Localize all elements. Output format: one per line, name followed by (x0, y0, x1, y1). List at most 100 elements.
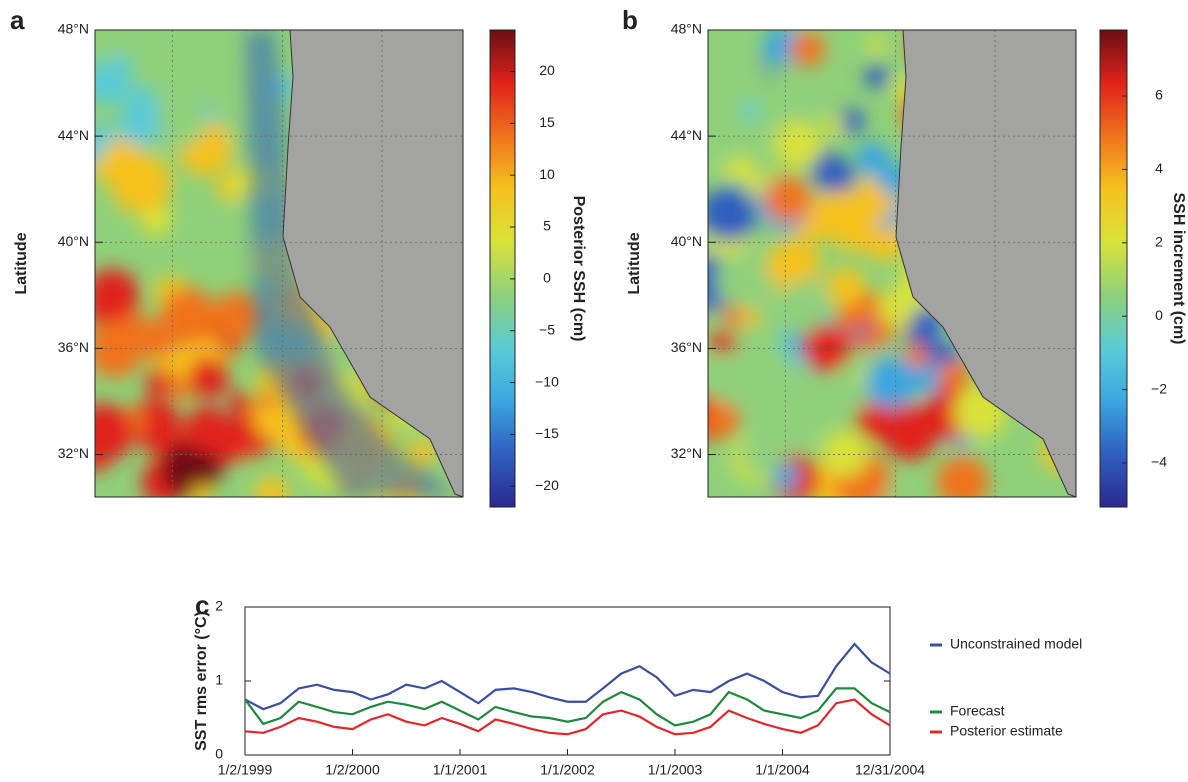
y-tick-label: 40°N (671, 233, 702, 249)
blob (823, 116, 844, 137)
blob (212, 291, 263, 342)
colorbar-tick-label: 5 (543, 218, 551, 234)
blob (740, 101, 760, 120)
y-axis-label: Latitude (626, 232, 643, 294)
blob (837, 299, 870, 332)
colorbar-tick-label: −5 (539, 321, 555, 337)
blob (826, 267, 865, 306)
blob (821, 429, 869, 478)
blob (937, 360, 971, 394)
blob (254, 477, 289, 497)
x-tick-label: 1/1/2004 (755, 762, 810, 778)
y-tick-label: 36°N (671, 339, 702, 355)
blob (140, 43, 176, 79)
colorbar-tick-label: −2 (1151, 380, 1167, 396)
blob (708, 402, 740, 438)
blob (710, 329, 736, 355)
blob (406, 439, 435, 468)
map-frame (94, 29, 464, 498)
blob (722, 304, 745, 326)
colorbar-tick-label: −4 (1151, 454, 1167, 470)
y-tick-label: 48°N (671, 21, 702, 37)
blob (191, 484, 213, 497)
blob (866, 36, 886, 56)
blob (838, 108, 865, 135)
y-tick-label: 2 (215, 598, 223, 614)
y-axis-label: Latitude (13, 232, 30, 294)
blob (95, 268, 139, 322)
colorbar (1099, 29, 1128, 508)
map-field (95, 30, 463, 497)
y-tick-label: 1 (215, 672, 223, 688)
blob (782, 279, 829, 325)
blob (154, 95, 207, 148)
y-tick-label: 36°N (58, 339, 89, 355)
y-tick-label: 32°N (58, 445, 89, 461)
blob (129, 398, 181, 451)
blob (746, 355, 786, 395)
blob (710, 46, 768, 104)
land (282, 30, 463, 497)
coastal-band (245, 30, 463, 497)
blob (708, 105, 746, 166)
blob (118, 103, 162, 147)
y-tick-label: 44°N (58, 127, 89, 143)
x-tick-label: 12/31/2004 (855, 762, 925, 778)
blob (257, 392, 276, 411)
colorbar-tick-label: 20 (539, 62, 555, 78)
colorbar-tick-label: 0 (1155, 307, 1163, 323)
blob (184, 405, 233, 454)
y-tick-label: 32°N (671, 445, 702, 461)
x-tick-label: 1/1/2003 (648, 762, 703, 778)
y-tick-label: 40°N (58, 233, 89, 249)
blob (764, 175, 812, 223)
blob (111, 158, 166, 213)
y-tick-label: 0 (215, 746, 223, 762)
panel-label: c (195, 590, 209, 620)
legend-label: Forecast (950, 703, 1005, 719)
colorbar-tick-label: −20 (535, 477, 559, 493)
blob (187, 357, 229, 399)
x-tick-label: 1/2/2000 (325, 762, 380, 778)
x-tick-label: 1/1/2001 (433, 762, 488, 778)
legend-label: Unconstrained model (950, 636, 1082, 652)
map-frame (707, 29, 1077, 498)
blob (817, 158, 856, 197)
colorbar-tick-label: 2 (1155, 234, 1163, 250)
blob (903, 344, 929, 370)
legend-label: Posterior estimate (950, 723, 1063, 739)
blob (790, 32, 825, 67)
blob (772, 463, 799, 490)
colorbar-label: SSH increment (cm) (1170, 192, 1187, 344)
colorbar-tick-label: 6 (1155, 87, 1163, 103)
panel-label: a (10, 5, 25, 35)
blob (708, 360, 721, 385)
blob (740, 432, 783, 475)
blob (145, 369, 173, 397)
blob (864, 64, 889, 89)
blob (98, 83, 119, 104)
blob (157, 306, 194, 342)
colorbar-tick-label: 10 (539, 166, 555, 182)
blob (855, 141, 890, 176)
y-axis-label: SST rms error (°C) (193, 611, 210, 751)
series-line (244, 642, 891, 711)
blob (782, 92, 813, 123)
colorbar-tick-label: 4 (1155, 160, 1163, 176)
x-tick-label: 1/2/1999 (218, 762, 273, 778)
blob (763, 390, 823, 451)
blob (95, 403, 133, 463)
blob (107, 54, 132, 80)
colorbar-label: Posterior SSH (cm) (570, 196, 587, 342)
blob (773, 120, 823, 170)
blob (708, 185, 757, 242)
blob (740, 308, 761, 328)
blob (936, 455, 989, 497)
y-tick-label: 48°N (58, 21, 89, 37)
colorbar-tick-label: 0 (543, 270, 551, 286)
y-tick-label: 44°N (671, 127, 702, 143)
land (895, 30, 1076, 497)
x-tick-label: 1/1/2002 (540, 762, 595, 778)
blob (715, 251, 773, 310)
